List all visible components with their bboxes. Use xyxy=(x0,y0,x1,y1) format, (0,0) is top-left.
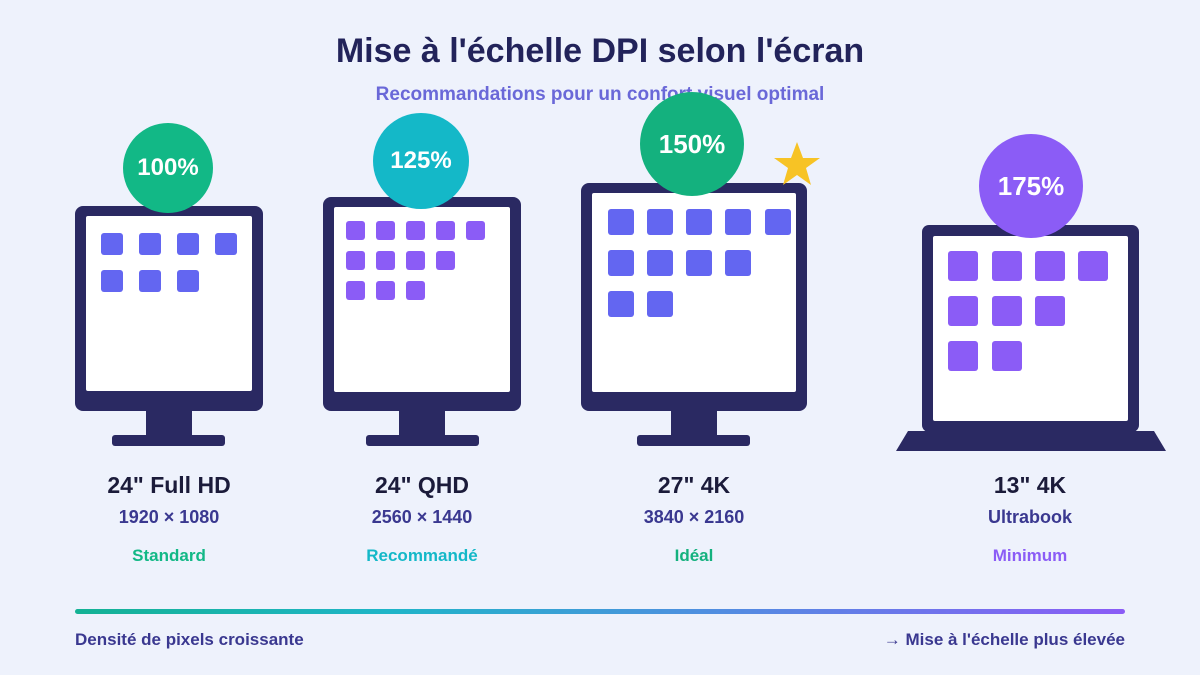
scale-badge: 125% xyxy=(373,113,469,209)
app-tile xyxy=(406,221,425,240)
app-tile xyxy=(139,233,161,255)
app-tile xyxy=(608,250,634,276)
monitor-stand-base xyxy=(366,435,479,446)
device-name: 24" QHD xyxy=(375,472,469,498)
app-tile xyxy=(992,296,1022,326)
app-tile xyxy=(992,251,1022,281)
app-tile xyxy=(466,221,485,240)
app-tile xyxy=(1035,296,1065,326)
footer-left-label: Densité de pixels croissante xyxy=(75,630,304,649)
laptop-keyboard-base xyxy=(896,431,1166,451)
app-tile xyxy=(177,233,199,255)
monitor-stand-base xyxy=(637,435,750,446)
scale-value: 100% xyxy=(137,154,199,181)
monitor-stand-neck xyxy=(399,411,445,436)
app-tile xyxy=(686,250,712,276)
device-resolution: 3840 × 2160 xyxy=(643,507,745,527)
app-tile xyxy=(948,251,978,281)
app-tile xyxy=(406,251,425,270)
app-tile xyxy=(725,209,751,235)
app-tile xyxy=(436,251,455,270)
app-tile xyxy=(406,281,425,300)
density-gradient-bar xyxy=(75,609,1125,614)
monitor-stand-neck xyxy=(146,411,192,436)
monitor-stand-base xyxy=(112,435,225,446)
device-resolution: 1920 × 1080 xyxy=(118,507,220,527)
app-tile xyxy=(376,221,395,240)
app-tile xyxy=(608,209,634,235)
device-name: 13" 4K xyxy=(993,472,1067,498)
recommendation-label: Recommandé xyxy=(366,546,478,565)
app-tile xyxy=(346,281,365,300)
scale-badge: 175% xyxy=(979,134,1083,238)
app-tile xyxy=(376,281,395,300)
device-name: 27" 4K xyxy=(657,472,731,498)
app-tile xyxy=(686,209,712,235)
device-resolution: 2560 × 1440 xyxy=(371,507,473,527)
star-icon xyxy=(774,142,820,185)
app-tile xyxy=(436,221,455,240)
page-subtitle: Recommandations pour un confort visuel o… xyxy=(375,84,825,105)
recommendation-label: Idéal xyxy=(674,546,714,565)
app-tile xyxy=(346,221,365,240)
app-tile xyxy=(1035,251,1065,281)
app-tile xyxy=(948,341,978,371)
app-tile xyxy=(647,291,673,317)
app-tile xyxy=(608,291,634,317)
page-title: Mise à l'échelle DPI selon l'écran xyxy=(335,32,865,70)
scale-value: 125% xyxy=(390,147,452,174)
device-resolution: Ultrabook xyxy=(987,507,1072,527)
app-tile xyxy=(647,209,673,235)
recommendation-label: Minimum xyxy=(992,546,1068,565)
scale-value: 175% xyxy=(997,170,1065,201)
app-tile xyxy=(376,251,395,270)
scale-badge: 100% xyxy=(123,123,213,213)
app-tile xyxy=(765,209,791,235)
app-tile xyxy=(992,341,1022,371)
app-tile xyxy=(139,270,161,292)
scale-value: 150% xyxy=(658,128,726,159)
app-tile xyxy=(177,270,199,292)
app-tile xyxy=(948,296,978,326)
footer-right-label: → Mise à l'échelle plus élevée xyxy=(883,630,1125,649)
app-tile xyxy=(725,250,751,276)
monitor-stand-neck xyxy=(671,411,717,436)
app-tile xyxy=(215,233,237,255)
app-tile xyxy=(647,250,673,276)
device-name: 24" Full HD xyxy=(107,472,231,498)
app-tile xyxy=(1078,251,1108,281)
scale-badge: 150% xyxy=(640,92,744,196)
app-tile xyxy=(101,233,123,255)
app-tile xyxy=(346,251,365,270)
recommendation-label: Standard xyxy=(132,546,206,565)
app-tile xyxy=(101,270,123,292)
